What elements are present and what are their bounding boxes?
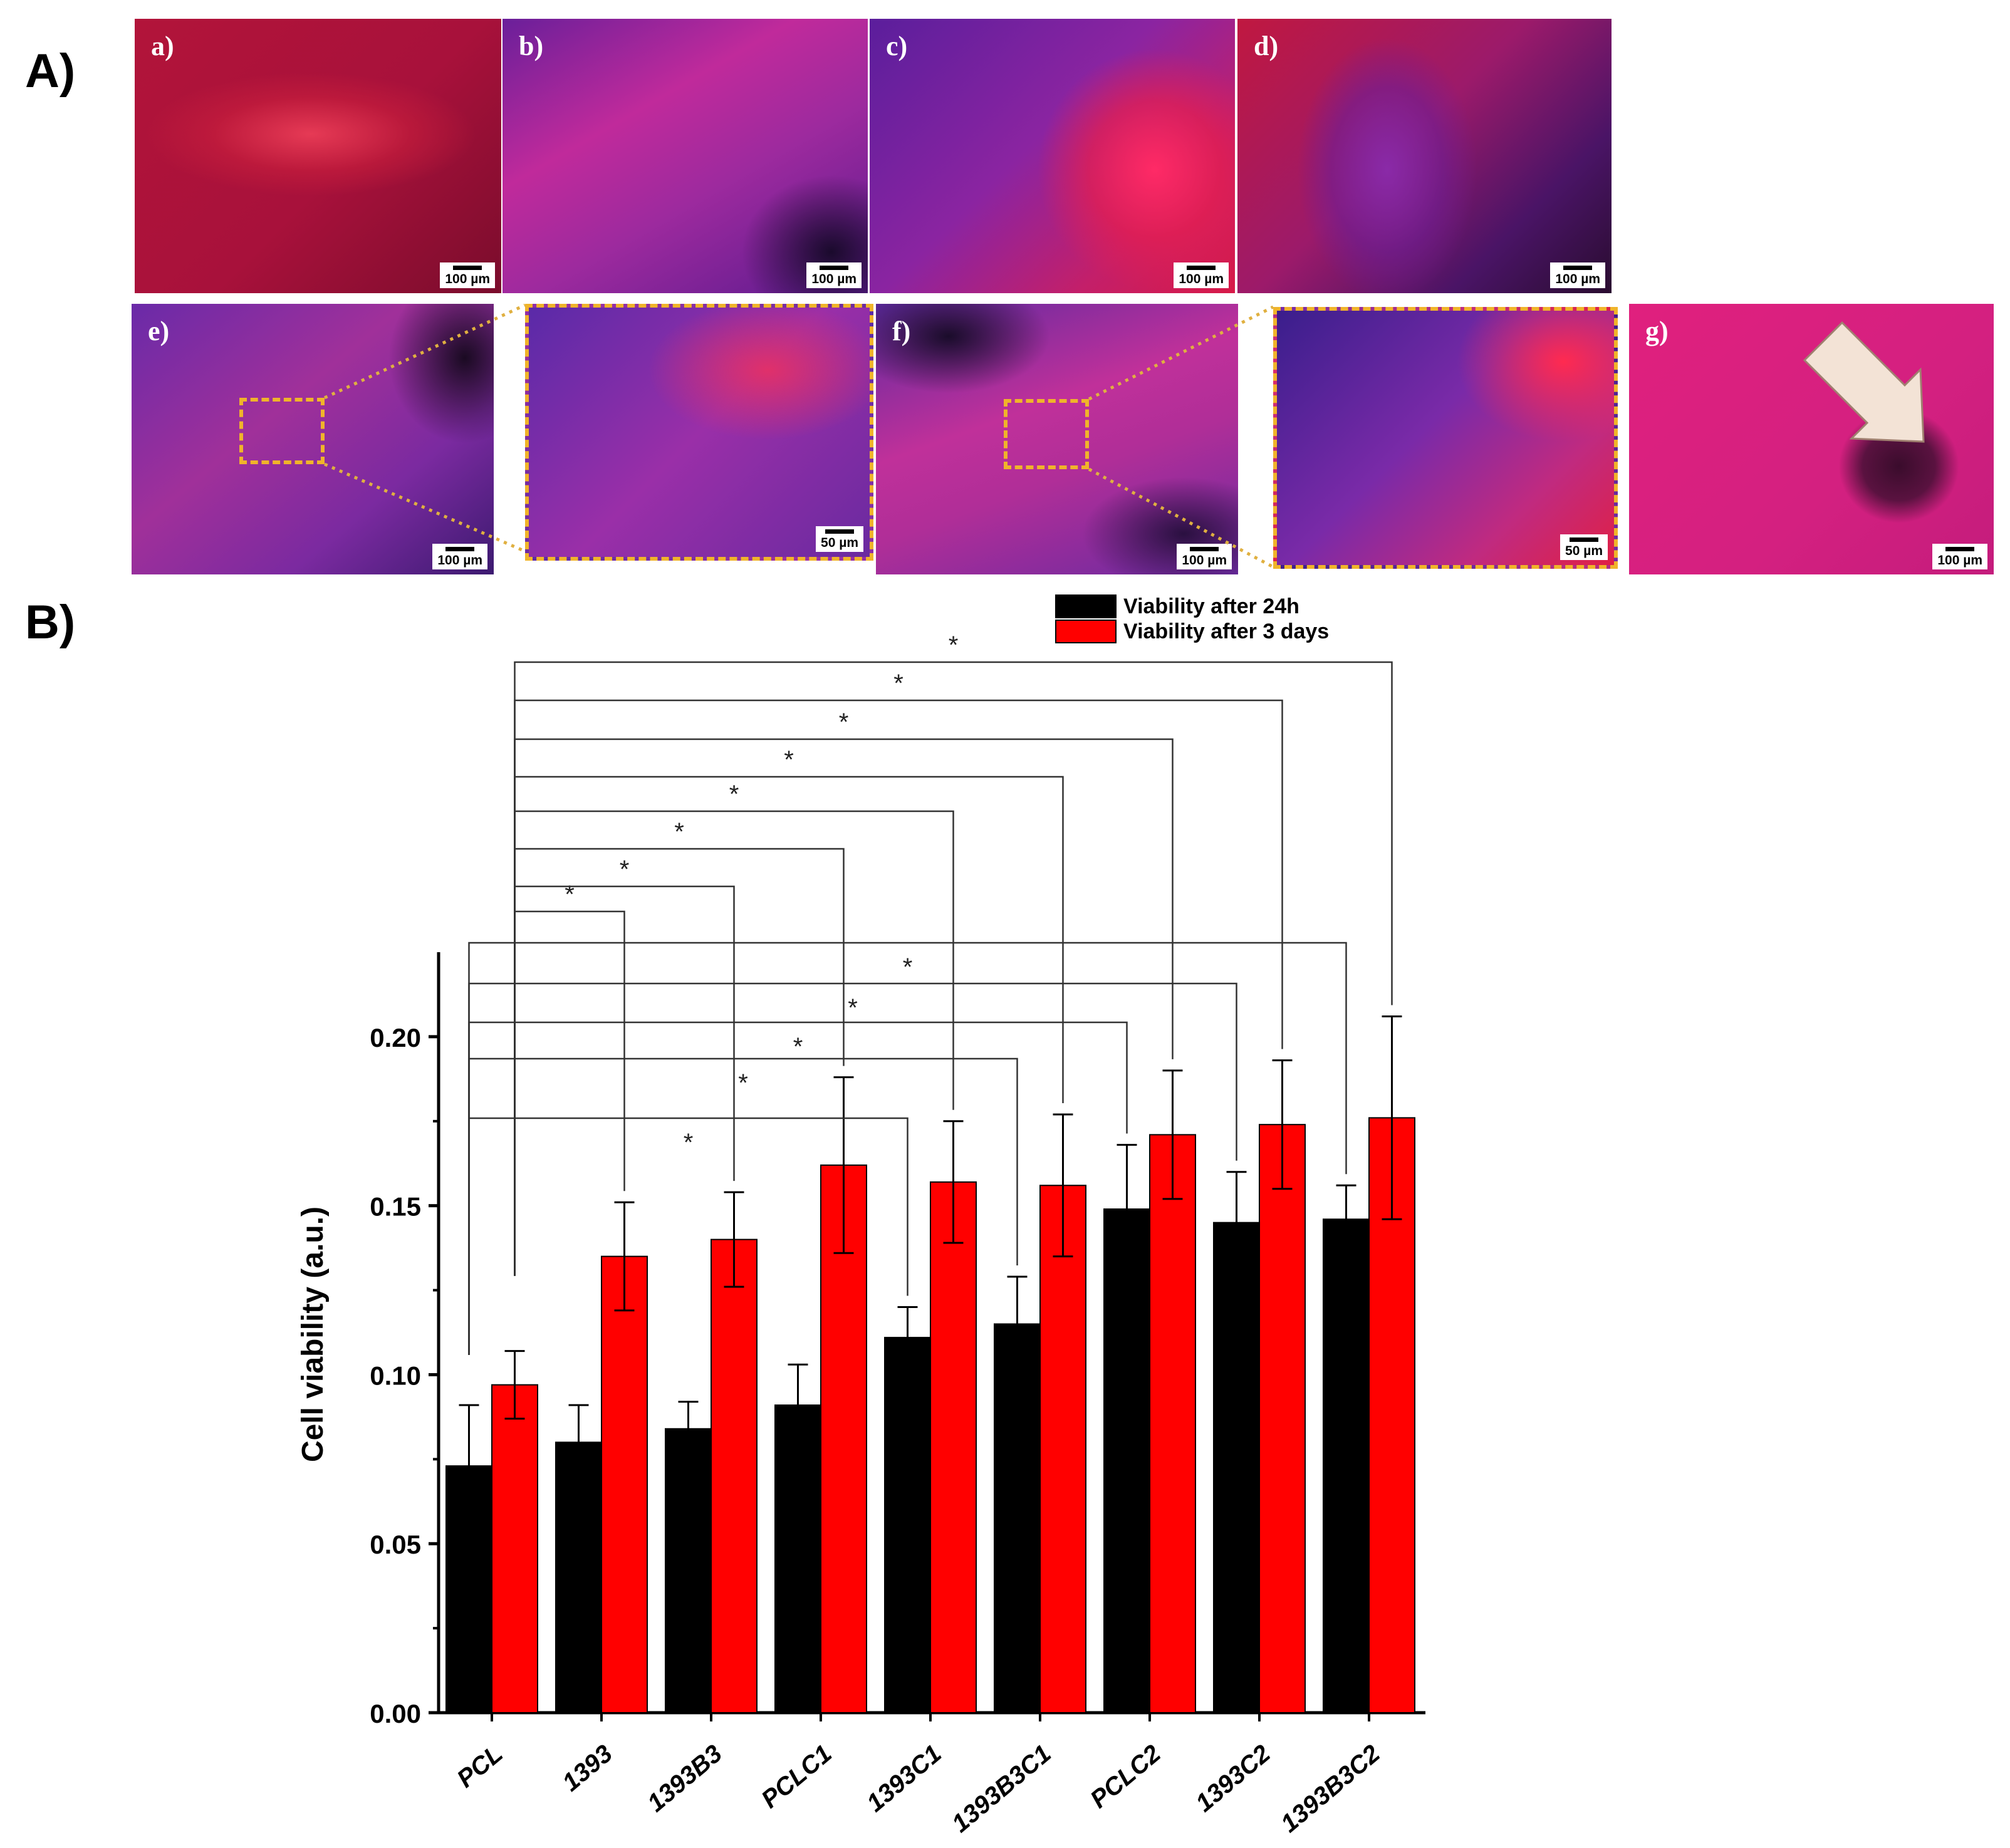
panel-b-letter: b)	[519, 31, 544, 61]
y-tick-label: 0.00	[370, 1699, 421, 1728]
x-tick-label: PCLC1	[756, 1740, 837, 1814]
x-tick-label: PCL	[452, 1740, 508, 1793]
significance-marker: *	[949, 631, 959, 659]
legend-swatch	[1055, 620, 1117, 643]
micrograph-panel-d: d) 100 µm	[1237, 19, 1612, 293]
legend-label: Viability after 3 days	[1123, 620, 1329, 643]
panel-a-scalebar: 100 µm	[440, 262, 495, 288]
bar	[1323, 1218, 1370, 1713]
y-tick-label: 0.05	[370, 1530, 421, 1559]
x-tick-label: 1393B3	[642, 1740, 727, 1817]
bar	[491, 1384, 538, 1713]
panel-c-letter: c)	[886, 31, 908, 61]
bar	[820, 1164, 867, 1714]
panel-f-zoom-scalebar: 50 µm	[1560, 534, 1608, 560]
bar	[930, 1181, 977, 1714]
panel-c-scalebar: 100 µm	[1174, 262, 1229, 288]
x-tick-label: 1393C1	[862, 1740, 947, 1817]
panel-b-scalebar: 100 µm	[806, 262, 862, 288]
bar	[884, 1337, 931, 1713]
panel-e-letter: e)	[148, 316, 170, 346]
y-tick-label: 0.20	[370, 1023, 421, 1052]
micrograph-panel-a: a) 100 µm	[135, 19, 501, 293]
micrograph-panel-e-zoom: 50 µm	[525, 304, 873, 561]
micrograph-panel-f-zoom: 50 µm	[1273, 307, 1618, 569]
significance-marker: *	[903, 953, 913, 981]
significance-marker: *	[684, 1129, 694, 1156]
x-tick-label: PCLC2	[1085, 1740, 1166, 1814]
panel-d-letter: d)	[1254, 31, 1279, 61]
panel-e-zoom-scalebar: 50 µm	[816, 526, 863, 552]
significance-marker: *	[839, 709, 849, 736]
panel-f-letter: f)	[892, 316, 911, 346]
panel-g-letter: g)	[1645, 316, 1669, 346]
bar	[601, 1255, 648, 1713]
bar	[994, 1323, 1041, 1714]
x-tick-label: 1393	[557, 1740, 617, 1797]
significance-marker: *	[893, 670, 903, 697]
significance-marker: *	[674, 818, 684, 846]
bar	[1149, 1134, 1196, 1713]
bar	[1103, 1208, 1150, 1714]
significance-marker: *	[620, 856, 630, 883]
arrow-icon	[1803, 321, 1925, 443]
significance-bracket	[514, 661, 1393, 1276]
significance-marker: *	[784, 746, 794, 774]
panel-f-roi-box	[1004, 399, 1089, 469]
legend-label: Viability after 24h	[1123, 594, 1299, 618]
panel-a-letter: a)	[151, 31, 174, 61]
micrograph-panel-g: g) 100 µm	[1629, 304, 1994, 574]
micrograph-panel-c: c) 100 µm	[870, 19, 1235, 293]
y-tick-label: 0.10	[370, 1361, 421, 1390]
bar	[1213, 1222, 1260, 1713]
y-tick-label: 0.15	[370, 1192, 421, 1222]
panel-d-scalebar: 100 µm	[1550, 262, 1605, 288]
bar	[711, 1238, 758, 1713]
significance-marker: *	[729, 781, 739, 808]
micrograph-panel-b: b) 100 µm	[502, 19, 868, 293]
significance-marker: *	[848, 994, 858, 1022]
significance-marker: *	[793, 1033, 803, 1061]
bar	[1039, 1185, 1086, 1713]
panel-g-scalebar: 100 µm	[1932, 544, 1987, 569]
x-tick-label: 1393C2	[1190, 1740, 1276, 1817]
section-a-label: A)	[25, 44, 76, 98]
bar	[665, 1428, 712, 1714]
significance-marker: *	[565, 881, 575, 908]
section-b-label: B)	[25, 596, 76, 649]
panel-e-roi-box	[239, 398, 325, 464]
significance-bracket	[468, 942, 1347, 1356]
legend-swatch	[1055, 594, 1117, 618]
x-tick-label: 1393B3C2	[1276, 1740, 1385, 1838]
bar	[774, 1404, 821, 1713]
bar	[555, 1441, 602, 1713]
x-tick-label: 1393B3C1	[947, 1740, 1056, 1838]
significance-bracket	[514, 910, 625, 1276]
bar	[1259, 1124, 1306, 1713]
significance-bracket	[514, 776, 1064, 1276]
significance-marker: *	[738, 1069, 748, 1097]
significance-bracket	[514, 848, 845, 1276]
y-axis-label: Cell viability (a.u.)	[296, 1207, 330, 1462]
significance-bracket	[468, 1021, 1128, 1356]
